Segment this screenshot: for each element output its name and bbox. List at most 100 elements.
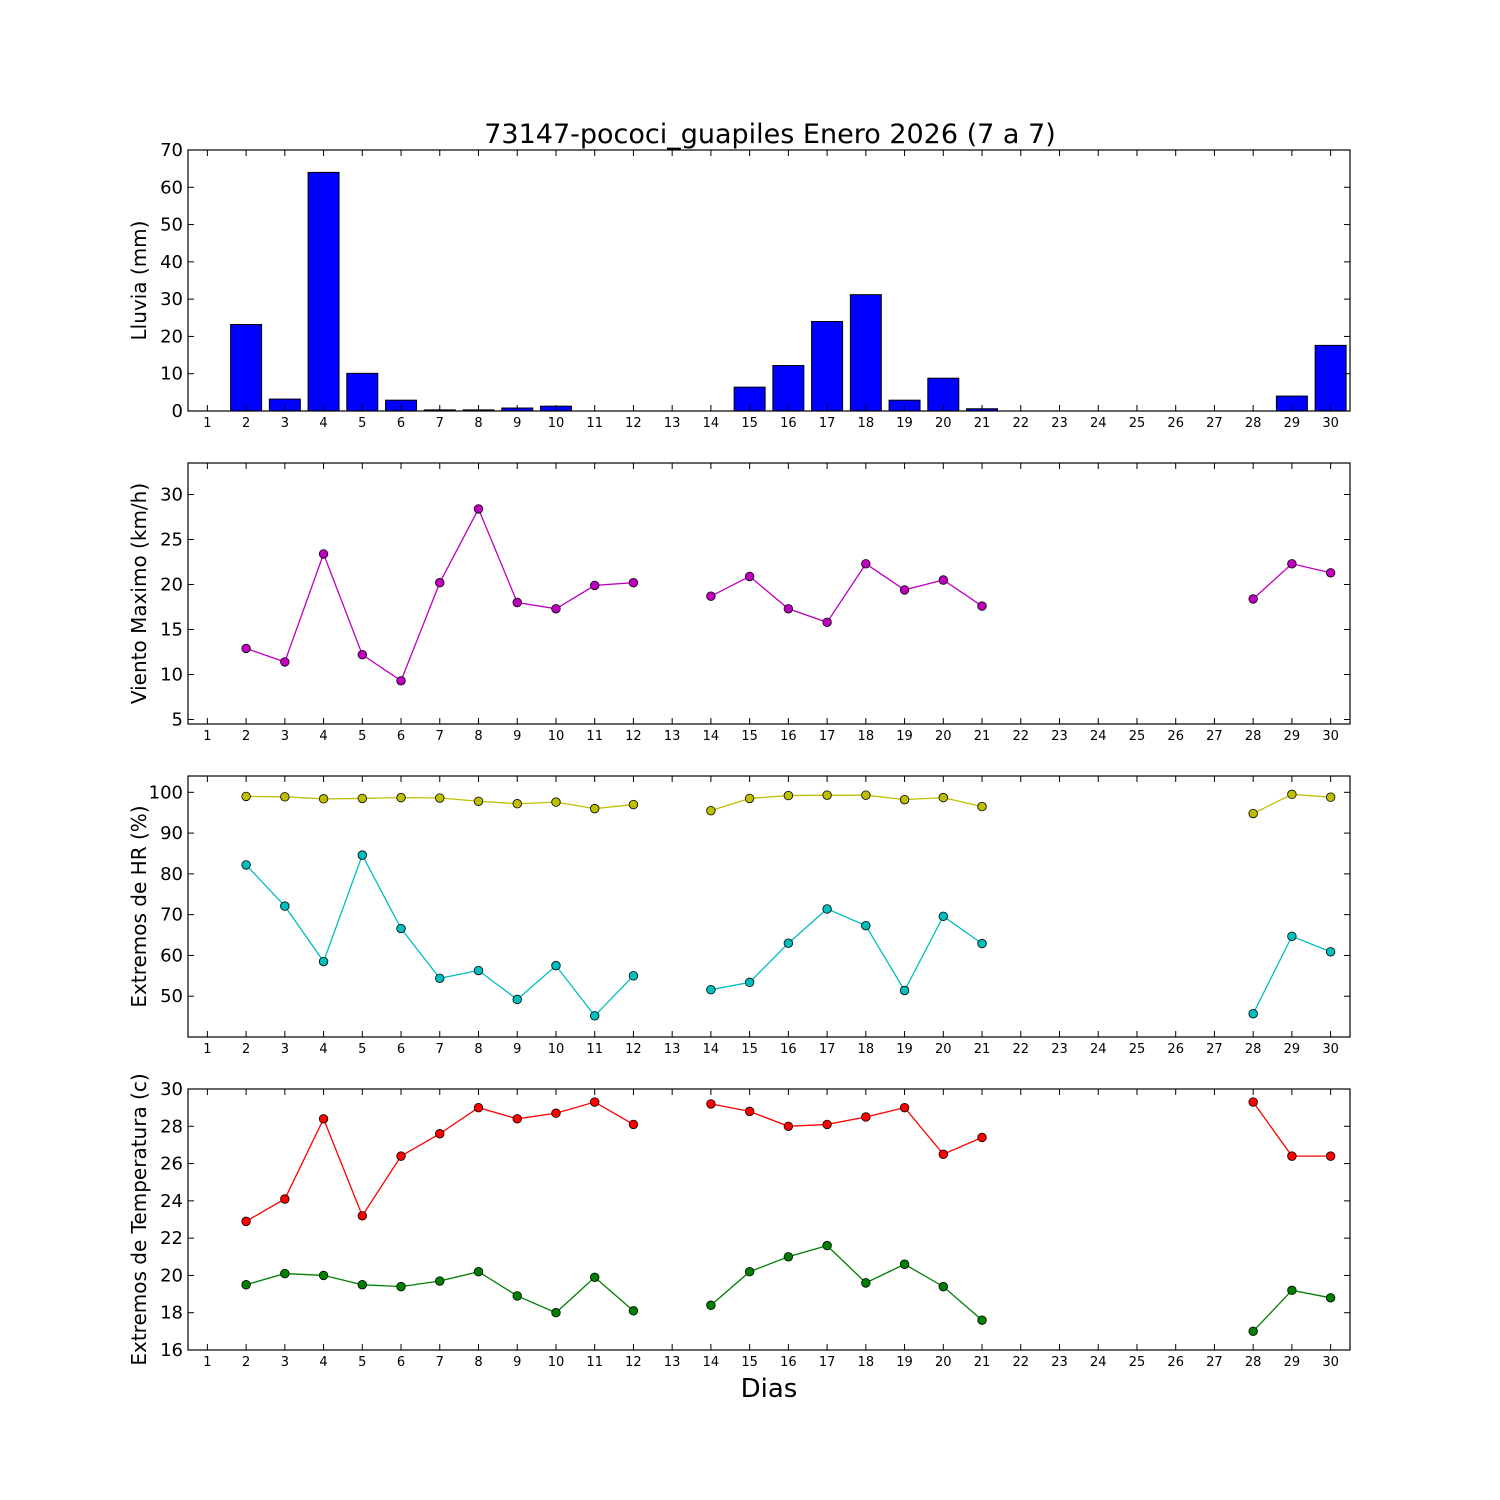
x-tick-label-viento-7: 7 [436,729,444,744]
point-temp-0-day-14 [706,1099,716,1109]
point-hr-1-day-9 [512,994,522,1005]
y-tick-label-viento-15: 15 [160,620,183,641]
series-line-temp-1-1 [710,1244,983,1321]
axes-frame-viento [187,462,1351,725]
point-hr-1-day-17 [822,904,832,914]
y-tick-label-temp-24: 24 [160,1191,183,1212]
point-viento-0-day-15 [744,571,755,582]
x-tick-label-lluvia-15: 15 [741,416,758,431]
point-hr-1-day-11 [590,1011,600,1021]
x-tick-label-temp-21: 21 [974,1355,991,1370]
y-tick-label-lluvia-10: 10 [160,364,183,385]
x-tick-label-viento-15: 15 [741,729,758,744]
point-temp-1-day-28 [1248,1326,1258,1337]
x-tick-label-viento-20: 20 [935,729,952,744]
point-viento-0-day-5 [357,650,368,660]
x-tick-label-temp-27: 27 [1206,1355,1223,1370]
point-hr-1-day-7 [435,973,445,983]
x-tick-label-viento-25: 25 [1129,729,1146,744]
point-temp-1-day-3 [280,1268,290,1279]
x-tick-label-hr-21: 21 [974,1042,991,1057]
y-tick-label-lluvia-70: 70 [160,140,183,161]
x-tick-label-lluvia-4: 4 [319,416,327,431]
x-tick-label-lluvia-18: 18 [858,416,875,431]
x-tick-label-lluvia-22: 22 [1012,416,1029,431]
x-tick-label-viento-28: 28 [1245,729,1262,744]
y-tick-label-viento-25: 25 [160,530,183,551]
point-hr-0-day-28 [1248,808,1258,819]
bar-day-30 [1314,344,1347,412]
x-tick-label-temp-1: 1 [203,1355,211,1370]
x-tick-label-hr-23: 23 [1051,1042,1068,1057]
x-tick-label-viento-5: 5 [358,729,366,744]
x-tick-label-viento-4: 4 [319,729,327,744]
x-tick-label-lluvia-3: 3 [281,416,289,431]
point-hr-1-day-10 [551,960,561,971]
x-tick-label-viento-2: 2 [242,729,250,744]
x-tick-label-viento-24: 24 [1090,729,1107,744]
x-tick-label-temp-6: 6 [397,1355,405,1370]
x-tick-label-temp-11: 11 [586,1355,603,1370]
x-tick-label-lluvia-14: 14 [703,416,720,431]
series-line-hr-1-2 [1252,935,1331,1015]
x-tick-label-temp-23: 23 [1051,1355,1068,1370]
x-tick-label-hr-28: 28 [1245,1042,1262,1057]
x-tick-label-lluvia-27: 27 [1206,416,1223,431]
series-line-temp-1-2 [1252,1289,1331,1332]
x-tick-label-hr-24: 24 [1090,1042,1107,1057]
point-viento-0-day-19 [899,585,910,595]
x-tick-label-hr-7: 7 [436,1042,444,1057]
x-tick-label-temp-19: 19 [896,1355,913,1370]
x-tick-label-temp-5: 5 [358,1355,366,1370]
point-temp-0-day-21 [977,1132,987,1143]
point-temp-0-day-19 [899,1102,910,1113]
y-tick-label-lluvia-50: 50 [160,215,183,236]
x-tick-label-lluvia-13: 13 [664,416,681,431]
x-tick-label-lluvia-5: 5 [358,416,366,431]
x-tick-label-hr-29: 29 [1284,1042,1301,1057]
x-tick-label-lluvia-24: 24 [1090,416,1107,431]
point-hr-1-day-29 [1287,931,1297,941]
y-tick-label-temp-22: 22 [160,1228,183,1249]
y-tick-label-temp-16: 16 [160,1340,183,1361]
series-line-temp-0-2 [1252,1101,1331,1157]
x-tick-label-viento-22: 22 [1012,729,1029,744]
point-temp-0-day-3 [280,1194,290,1204]
x-tick-label-hr-14: 14 [703,1042,720,1057]
x-tick-label-temp-10: 10 [548,1355,565,1370]
point-hr-0-day-12 [628,799,639,810]
x-tick-label-viento-1: 1 [203,729,211,744]
x-tick-label-viento-29: 29 [1284,729,1301,744]
point-temp-0-day-28 [1248,1097,1258,1107]
series-line-viento-0-0 [245,507,634,682]
bar-day-16 [772,365,805,412]
axes-frame-hr [187,775,1351,1038]
point-hr-1-day-8 [473,965,484,976]
point-hr-0-day-5 [357,793,368,804]
point-temp-0-day-20 [938,1149,949,1159]
point-viento-0-day-12 [628,578,639,588]
point-temp-0-day-18 [861,1112,871,1122]
point-hr-1-day-3 [280,901,290,911]
x-tick-label-hr-1: 1 [203,1042,211,1057]
point-temp-1-day-4 [318,1270,329,1281]
x-tick-label-hr-9: 9 [513,1042,521,1057]
x-tick-label-lluvia-29: 29 [1284,416,1301,431]
point-temp-1-day-2 [241,1280,251,1290]
point-hr-0-day-14 [706,805,716,816]
x-tick-label-temp-15: 15 [741,1355,758,1370]
point-temp-0-day-7 [435,1129,445,1139]
x-tick-label-hr-25: 25 [1129,1042,1146,1057]
x-tick-label-hr-30: 30 [1322,1042,1339,1057]
y-tick-label-hr-80: 80 [160,864,183,885]
x-tick-label-lluvia-26: 26 [1167,416,1184,431]
x-tick-label-lluvia-25: 25 [1129,416,1146,431]
x-tick-label-lluvia-19: 19 [896,416,913,431]
series-line-viento-0-2 [1252,563,1331,600]
panel-temp: 1 2 3 4 5 6 7 8 9 10 11 12 13 14 15 16 17 18 19 20 21 22 23 24 2… [127,1073,1351,1370]
point-viento-0-day-28 [1248,594,1258,604]
point-viento-0-day-3 [280,657,290,667]
point-hr-1-day-6 [396,923,406,934]
point-hr-1-day-16 [783,938,794,948]
x-axis-label: Dias [741,1374,798,1404]
